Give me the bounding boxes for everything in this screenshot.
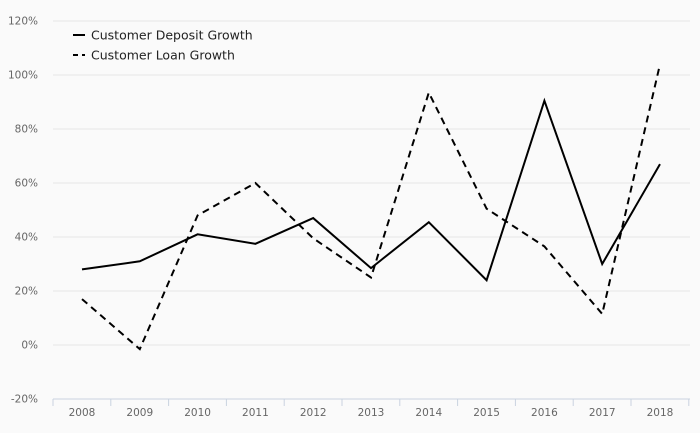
x-tick-label: 2016 xyxy=(531,407,558,419)
legend-label-deposit: Customer Deposit Growth xyxy=(91,28,253,43)
y-tick-label: 20% xyxy=(15,286,38,298)
y-tick-label: 60% xyxy=(15,178,38,190)
y-tick-label: 80% xyxy=(15,124,38,136)
x-tick-label: 2014 xyxy=(415,407,442,419)
x-axis: 2008 2009 2010 2011 2012 2013 2014 2015 2016 2017… xyxy=(52,398,690,419)
x-tick-label: 2011 xyxy=(242,407,269,419)
x-tick-label: 2015 xyxy=(473,407,500,419)
y-axis-tick-labels: -20% 0% 20% 40% 60% 80% 100% 120% xyxy=(8,16,38,406)
series-lines xyxy=(81,63,661,351)
y-tick-label: 0% xyxy=(21,340,38,352)
x-tick-label: 2013 xyxy=(358,407,385,419)
x-tick-label: 2009 xyxy=(126,407,153,419)
y-tick-label: -20% xyxy=(11,394,38,406)
legend-item-deposit: Customer Deposit Growth xyxy=(73,28,253,43)
x-tick-label: 2018 xyxy=(647,407,674,419)
y-tick-label: 120% xyxy=(8,16,38,28)
legend-item-loan: Customer Loan Growth xyxy=(73,48,235,63)
x-tick-label: 2017 xyxy=(589,407,616,419)
legend: Customer Deposit Growth Customer Loan Gr… xyxy=(73,28,253,63)
series-line-customer-deposit-growth xyxy=(81,97,661,283)
x-tick-label: 2010 xyxy=(184,407,211,419)
y-tick-label: 100% xyxy=(8,70,38,82)
series-line-customer-loan-growth xyxy=(81,63,661,351)
x-tick-label: 2008 xyxy=(69,407,96,419)
legend-label-loan: Customer Loan Growth xyxy=(91,48,235,63)
gridlines xyxy=(53,20,690,346)
y-tick-label: 40% xyxy=(15,232,38,244)
x-tick-label: 2012 xyxy=(300,407,327,419)
